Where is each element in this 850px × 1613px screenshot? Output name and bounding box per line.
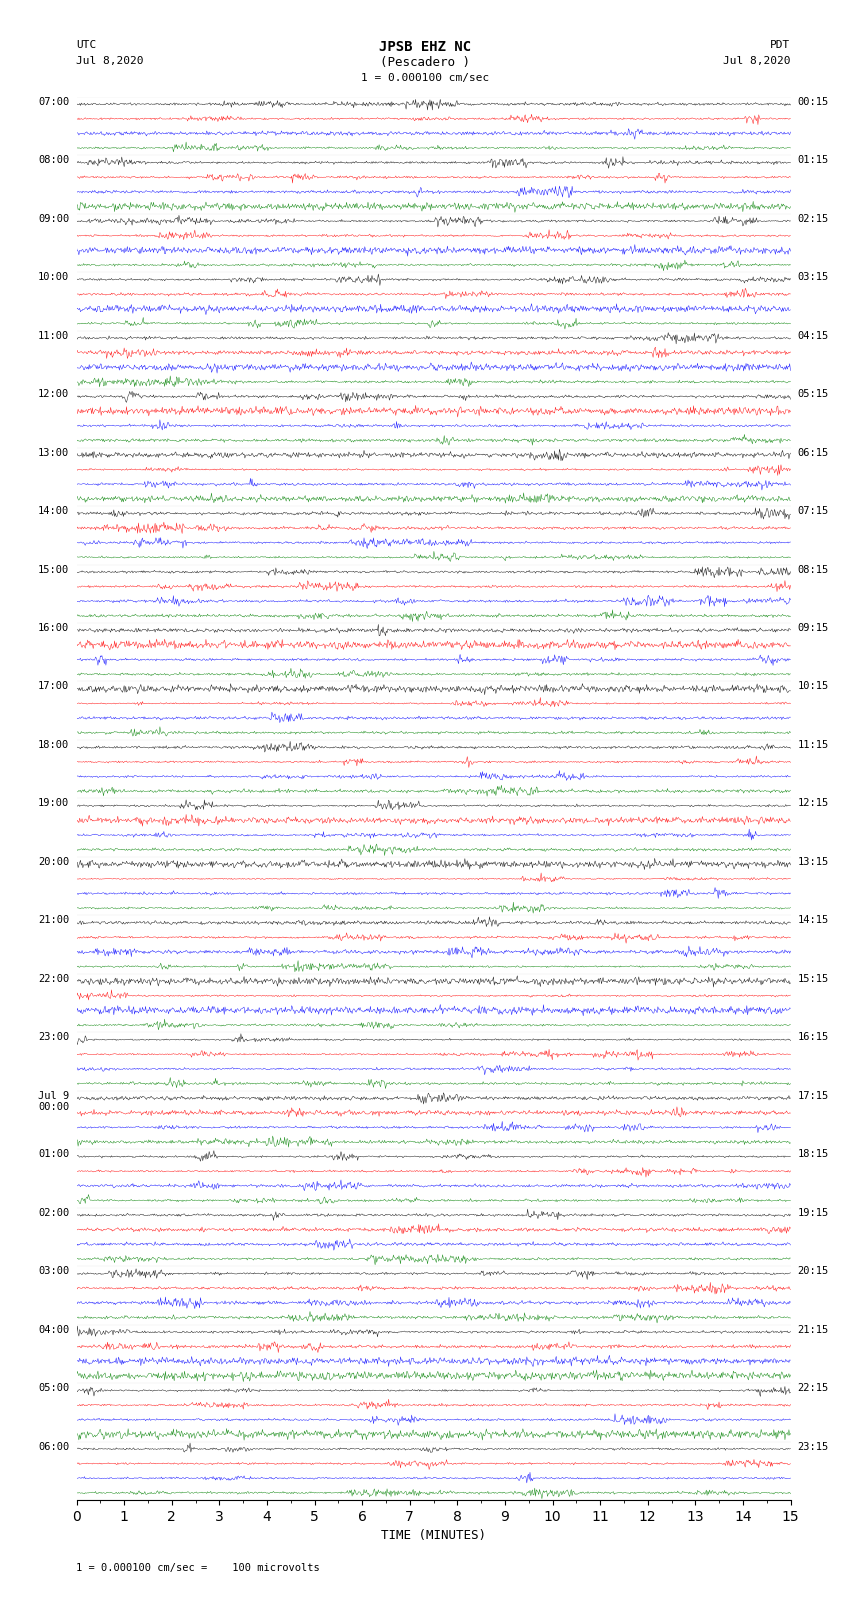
Text: 23:15: 23:15: [797, 1442, 829, 1452]
Text: 23:00: 23:00: [38, 1032, 70, 1042]
Text: 15:15: 15:15: [797, 974, 829, 984]
Text: 02:15: 02:15: [797, 215, 829, 224]
Text: 08:15: 08:15: [797, 565, 829, 574]
Text: 06:00: 06:00: [38, 1442, 70, 1452]
Text: (Pescadero ): (Pescadero ): [380, 56, 470, 69]
Text: 13:00: 13:00: [38, 447, 70, 458]
Text: 13:15: 13:15: [797, 857, 829, 866]
Text: 09:15: 09:15: [797, 623, 829, 632]
Text: 22:15: 22:15: [797, 1382, 829, 1394]
Text: Jul 8,2020: Jul 8,2020: [76, 56, 144, 66]
Text: 14:00: 14:00: [38, 506, 70, 516]
Text: 21:00: 21:00: [38, 916, 70, 926]
Text: 01:15: 01:15: [797, 155, 829, 165]
Text: 11:00: 11:00: [38, 331, 70, 340]
Text: 20:15: 20:15: [797, 1266, 829, 1276]
Text: 01:00: 01:00: [38, 1148, 70, 1160]
Text: 15:00: 15:00: [38, 565, 70, 574]
Text: 1 = 0.000100 cm/sec =    100 microvolts: 1 = 0.000100 cm/sec = 100 microvolts: [76, 1563, 320, 1573]
Text: 19:00: 19:00: [38, 798, 70, 808]
Text: 05:00: 05:00: [38, 1382, 70, 1394]
Text: 12:00: 12:00: [38, 389, 70, 398]
Text: 17:00: 17:00: [38, 682, 70, 692]
Text: PDT: PDT: [770, 40, 790, 50]
Text: 21:15: 21:15: [797, 1324, 829, 1334]
Text: JPSB EHZ NC: JPSB EHZ NC: [379, 40, 471, 55]
X-axis label: TIME (MINUTES): TIME (MINUTES): [381, 1529, 486, 1542]
Text: 17:15: 17:15: [797, 1090, 829, 1100]
Text: 16:00: 16:00: [38, 623, 70, 632]
Text: 1 = 0.000100 cm/sec: 1 = 0.000100 cm/sec: [361, 73, 489, 82]
Text: 22:00: 22:00: [38, 974, 70, 984]
Text: 03:15: 03:15: [797, 273, 829, 282]
Text: 04:15: 04:15: [797, 331, 829, 340]
Text: 07:00: 07:00: [38, 97, 70, 106]
Text: 06:15: 06:15: [797, 447, 829, 458]
Text: 10:00: 10:00: [38, 273, 70, 282]
Text: 09:00: 09:00: [38, 215, 70, 224]
Text: Jul 8,2020: Jul 8,2020: [723, 56, 791, 66]
Text: 19:15: 19:15: [797, 1208, 829, 1218]
Text: 18:00: 18:00: [38, 740, 70, 750]
Text: Jul 9
00:00: Jul 9 00:00: [38, 1090, 70, 1113]
Text: 14:15: 14:15: [797, 916, 829, 926]
Text: 03:00: 03:00: [38, 1266, 70, 1276]
Text: 10:15: 10:15: [797, 682, 829, 692]
Text: 07:15: 07:15: [797, 506, 829, 516]
Text: 04:00: 04:00: [38, 1324, 70, 1334]
Text: 12:15: 12:15: [797, 798, 829, 808]
Text: 11:15: 11:15: [797, 740, 829, 750]
Text: 00:15: 00:15: [797, 97, 829, 106]
Text: 20:00: 20:00: [38, 857, 70, 866]
Text: 16:15: 16:15: [797, 1032, 829, 1042]
Text: 05:15: 05:15: [797, 389, 829, 398]
Text: 08:00: 08:00: [38, 155, 70, 165]
Text: 02:00: 02:00: [38, 1208, 70, 1218]
Text: UTC: UTC: [76, 40, 97, 50]
Text: 18:15: 18:15: [797, 1148, 829, 1160]
